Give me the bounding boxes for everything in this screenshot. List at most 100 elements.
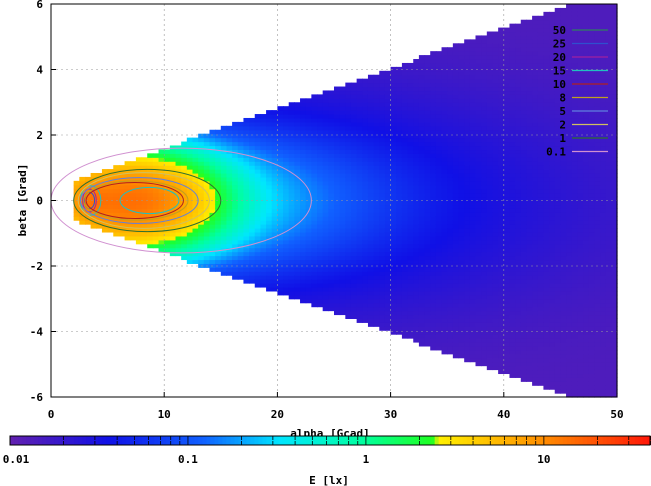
heat-cell [322, 169, 329, 174]
heat-cell [543, 322, 550, 327]
heat-cell [509, 373, 516, 378]
heat-cell [520, 149, 528, 154]
heat-cell [430, 149, 437, 154]
heat-cell [384, 204, 392, 209]
heat-cell [135, 212, 143, 217]
heat-cell [96, 176, 103, 182]
heat-cell [458, 279, 465, 284]
heat-cell [577, 204, 584, 209]
heat-cell [492, 267, 499, 272]
heat-cell [260, 231, 267, 237]
heat-cell [469, 121, 477, 127]
heat-cell [537, 94, 545, 99]
heat-cell [356, 200, 363, 206]
heat-cell [554, 243, 561, 249]
heat-cell [362, 279, 369, 284]
heat-cell [441, 98, 448, 103]
heat-cell [396, 184, 403, 190]
heat-cell [424, 98, 431, 103]
heat-cell [469, 279, 477, 284]
heat-cell [379, 161, 386, 166]
heat-cell [537, 86, 545, 92]
heat-cell [498, 176, 505, 182]
heat-cell [384, 310, 392, 316]
heat-cell [509, 228, 516, 233]
heat-cell [181, 255, 188, 261]
heat-cell [520, 334, 528, 339]
heat-cell [367, 192, 375, 198]
heat-cell [486, 31, 494, 37]
heat-cell [407, 200, 414, 206]
heat-cell [271, 129, 278, 135]
heat-cell [458, 188, 465, 194]
heat-cell [384, 70, 392, 76]
heat-cell [328, 259, 335, 264]
heat-cell [317, 106, 324, 111]
heat-cell [390, 180, 397, 186]
heat-cell [135, 172, 143, 178]
heat-cell [441, 145, 448, 151]
heat-cell [452, 235, 460, 241]
heat-cell [543, 279, 550, 284]
heat-cell [356, 125, 363, 131]
heat-cell [407, 263, 414, 268]
heat-cell [430, 176, 437, 182]
heat-cell [447, 121, 454, 127]
heat-cell [526, 373, 533, 378]
heat-cell [305, 239, 312, 245]
heat-cell [537, 90, 545, 95]
heat-cell [424, 90, 431, 95]
heat-cell [288, 216, 295, 221]
heat-cell [418, 243, 426, 249]
heat-cell [554, 15, 561, 21]
heat-cell [328, 196, 335, 202]
heat-cell [532, 169, 539, 174]
heat-cell [413, 70, 420, 76]
heat-cell [492, 55, 499, 60]
heat-cell [317, 200, 324, 206]
heat-cell [164, 231, 171, 237]
heat-cell [311, 255, 318, 261]
heat-cell [515, 192, 522, 198]
heat-cell [390, 271, 397, 276]
heat-cell [566, 361, 573, 367]
heat-cell [294, 247, 301, 253]
heat-cell [237, 267, 245, 272]
heat-cell [481, 318, 488, 323]
heat-cell [515, 208, 522, 213]
heat-cell [373, 224, 380, 229]
heat-cell [469, 259, 477, 264]
heat-cell [537, 51, 545, 56]
heat-cell [396, 98, 403, 103]
heat-cell [560, 231, 567, 237]
heat-cell [515, 314, 522, 319]
heat-cell [356, 263, 363, 268]
heat-cell [486, 306, 494, 312]
heat-cell [147, 216, 154, 221]
heat-cell [147, 212, 154, 217]
heat-cell [254, 235, 262, 241]
heat-cell [232, 153, 239, 158]
heat-cell [549, 259, 556, 264]
heat-cell [311, 165, 318, 170]
heat-cell [515, 326, 522, 331]
heat-cell [300, 176, 307, 182]
heat-cell [220, 157, 228, 162]
heat-cell [509, 188, 516, 194]
heat-cell [532, 361, 539, 367]
heat-cell [498, 184, 505, 190]
heat-cell [532, 157, 539, 162]
heat-cell [509, 157, 516, 162]
heat-cell [532, 224, 539, 229]
heat-cell [339, 294, 346, 300]
heat-cell [435, 318, 443, 323]
heat-cell [362, 98, 369, 103]
heat-cell [322, 220, 329, 225]
heat-cell [334, 145, 341, 151]
heat-cell [452, 298, 460, 304]
heat-cell [413, 228, 420, 233]
heat-cell [396, 110, 403, 115]
heat-cell [566, 7, 573, 13]
heat-cell [566, 251, 573, 257]
heat-cell [498, 369, 505, 375]
